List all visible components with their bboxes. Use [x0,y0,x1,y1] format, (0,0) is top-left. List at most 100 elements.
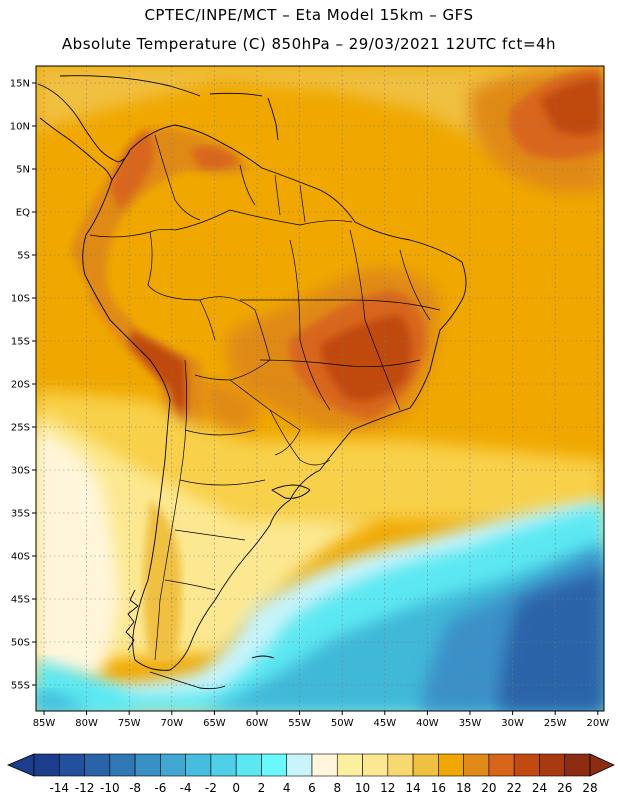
lon-label: 45W [373,718,396,729]
latitude-labels: 15N 10N 5N EQ 5S 10S 15S 20S 25S 30S 35S 40S 45S 50S 5… [10,79,36,692]
field-venezuela-hot [190,146,240,169]
lat-label: 55S [11,681,30,692]
colorbar-segment [235,753,262,777]
border-chile-argentina [154,359,188,661]
colorbar-segment [311,753,338,777]
coast-falklands [251,655,275,659]
colorbar-segment [261,753,288,777]
colorbar-segment [362,753,389,777]
colorbar-label: -8 [129,781,141,795]
colorbar-segment [33,753,60,777]
colorbar-label: 0 [232,781,240,795]
lat-label: 15S [11,337,30,348]
colorbar-label: 28 [582,781,597,795]
colorbar-label: 20 [481,781,496,795]
colorbar-label: 10 [355,781,370,795]
lat-label: 25S [11,423,30,434]
colorbar-segment [488,753,515,777]
lat-label: 45S [11,595,30,606]
lon-label: 30W [501,718,524,729]
colorbar-arrow-low [6,753,35,777]
field-chaco-warm [200,380,260,433]
coast-hispaniola [209,92,263,97]
colorbar-label: -12 [75,781,95,795]
border-brazil-states-4 [259,359,421,367]
border-guianas [274,174,306,223]
lat-label: 50S [11,638,30,649]
colorbar-segment [160,753,186,777]
colorbar-labels: -14 -12 -10 -8 -6 -4 -2 0 2 4 6 8 10 12 14 16 18 20 22 24 26… [49,781,597,795]
colorbar-segment [286,753,313,777]
lon-label: 40W [416,718,439,729]
field-north-yellow [36,66,604,150]
lat-label: 5N [16,165,30,176]
lat-label: 5S [17,251,30,262]
field-ocean-blue [500,570,604,711]
lat-label: 20S [11,380,30,391]
colorbar-label: 6 [308,781,316,795]
colorbar-segment [513,753,540,777]
lon-label: 75W [118,718,141,729]
colorbar-segment [539,753,566,777]
colorbar-segment [185,753,212,777]
border-brazil-states-2 [289,239,331,411]
map-frame [35,65,605,712]
temperature-field [36,66,604,711]
border-plata [271,484,311,499]
border-brazil-north [174,209,353,231]
colorbar-segment [84,753,111,777]
colorbar-segment [58,753,85,777]
colorbar-label: -10 [100,781,120,795]
field-south-cream [36,430,120,680]
lat-label: EQ [16,208,30,219]
border-paraguay [229,379,301,456]
lon-label: 50W [331,718,354,729]
colorbar-label: -6 [154,781,166,795]
colorbar-label: 26 [557,781,572,795]
colorbar-label: 14 [405,781,420,795]
border-peru-brazil [147,231,216,341]
colorbar-segment [564,753,591,777]
colorbar-label: 18 [456,781,471,795]
border-venezuela-guyana [239,164,256,206]
colorbar-segment [463,753,490,777]
lat-label: 30S [11,466,30,477]
field-andes-central-hot [130,330,187,450]
coast-central-america-pacific [39,117,113,181]
colorbar-segment [109,753,136,777]
lon-label: 20W [586,718,609,729]
colorbar-label: 12 [380,781,395,795]
lon-label: 35W [459,718,482,729]
field-pacific-teal [36,690,90,711]
border-brazil-states-1 [239,299,441,311]
colorbar-arrow-high [589,753,615,777]
lat-label: 40S [11,552,30,563]
lon-label: 60W [246,718,269,729]
colorbar-label: 8 [333,781,341,795]
colorbar-label: 16 [431,781,446,795]
field-andes-north-hot [110,130,154,210]
colorbar-segment [438,753,464,777]
colorbar-label: 24 [532,781,547,795]
colorbar-label: 4 [283,781,291,795]
border-brazil-states-5 [399,249,431,321]
coast-south-america [82,124,467,671]
coastlines [37,75,467,690]
coast-cuba [59,75,201,97]
coast-lesser-antilles [267,97,279,141]
colorbar-segment [210,753,237,777]
colorbar-segment [336,753,363,777]
colorbar-segment [412,753,439,777]
lat-label: 35S [11,509,30,520]
lon-label: 80W [75,718,98,729]
national-borders [89,134,441,661]
colorbar-label: 2 [258,781,266,795]
lat-label: 10S [11,294,30,305]
lon-label: 65W [203,718,226,729]
field-andes-north [70,128,250,300]
lon-label: 85W [33,718,56,729]
lat-label: 15N [10,79,30,90]
coast-central-america [37,83,131,163]
border-brazil-states-3 [349,229,401,411]
